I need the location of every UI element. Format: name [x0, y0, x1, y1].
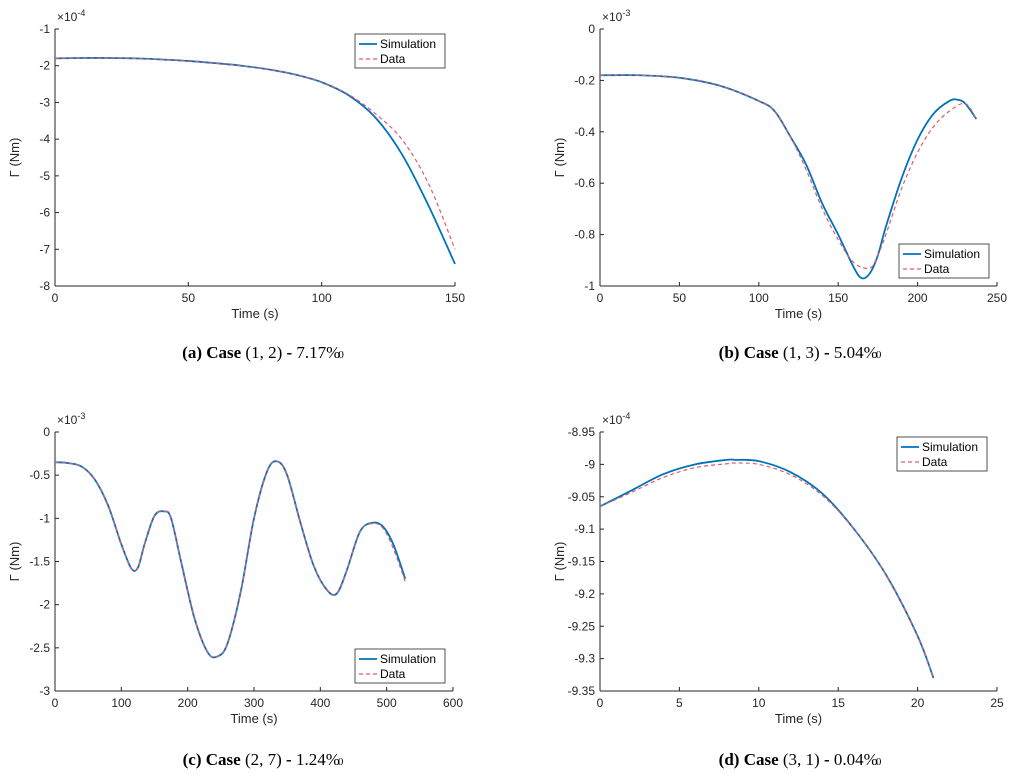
- x-tick-label: 10: [752, 696, 766, 710]
- y-tick-label: -3: [39, 95, 50, 109]
- y-tick-label: -1: [39, 511, 50, 525]
- y-tick-label: -1: [39, 22, 50, 36]
- legend-label-simulation: Simulation: [922, 440, 978, 454]
- y-axis-label: Γ (Nm): [552, 138, 567, 178]
- y-tick-label: -1.5: [29, 555, 50, 569]
- legend-label-data: Data: [924, 262, 950, 276]
- series-line-simulation: [54, 460, 407, 659]
- y-axis-label: Γ (Nm): [7, 138, 22, 178]
- x-axis-label: Time (s): [231, 306, 278, 321]
- axis-exponent: ×10-4: [602, 411, 630, 427]
- x-tick-label: 600: [443, 696, 463, 710]
- series-line-simulation: [599, 458, 935, 679]
- legend-box: [354, 648, 446, 684]
- x-tick-label: 25: [990, 696, 1004, 710]
- chart-panel-d: 0 5 10 15 20 25 -9.35 -9.3 -9.25 -9.2 -9.15 -9.1 -9.…: [552, 411, 1004, 769]
- y-tick-label: -6: [39, 206, 50, 220]
- y-tick-label: -9.2: [574, 587, 595, 601]
- x-tick-label: 200: [908, 291, 928, 305]
- axis-exponent: ×10-3: [57, 411, 85, 427]
- y-tick-label: -9.3: [574, 652, 595, 666]
- y-tick-label: -9.1: [574, 522, 595, 536]
- y-tick-label: -2: [39, 59, 50, 73]
- legend-label-data: Data: [380, 667, 406, 681]
- chart-panel-c: 0 100 200 300 400 500 600 -3 -2.5 -2 -1.5 -1 -0.5 0 ×1…: [7, 411, 463, 769]
- legend-label-simulation: Simulation: [924, 247, 980, 261]
- x-axis-label: Time (s): [230, 711, 277, 726]
- x-tick-label: 0: [52, 696, 59, 710]
- x-tick-label: 100: [749, 291, 769, 305]
- y-tick-label: -2: [39, 598, 50, 612]
- y-tick-label: -7: [39, 242, 50, 256]
- x-tick-label: 0: [52, 291, 59, 305]
- y-tick-label: -3: [39, 684, 50, 698]
- x-tick-label: 50: [673, 291, 687, 305]
- y-tick-label: 0: [588, 22, 595, 36]
- x-tick-label: 300: [244, 696, 264, 710]
- y-tick-label: -9: [584, 457, 595, 471]
- figure-caption: (c) Case (2, 7) - 1.24%0: [183, 750, 344, 769]
- legend-box: [354, 33, 446, 69]
- axis-exponent: ×10-3: [602, 8, 630, 24]
- x-tick-label: 100: [111, 696, 131, 710]
- legend-box: [896, 436, 988, 472]
- y-tick-label: -9.35: [568, 684, 596, 698]
- y-tick-label: -2.5: [29, 641, 50, 655]
- chart-panel-b: 0 50 100 150 200 250 -1 -0.8 -0.6 -0.4 -0.2 0 ×10-3 T…: [552, 8, 1007, 362]
- legend-box: [898, 243, 990, 279]
- x-tick-label: 15: [832, 696, 846, 710]
- x-axis-label: Time (s): [775, 306, 822, 321]
- y-tick-label: -9.25: [568, 619, 596, 633]
- series-line-data: [599, 74, 977, 270]
- y-tick-label: -8.95: [568, 425, 596, 439]
- figure-caption: (a) Case (1, 2) - 7.17%0: [182, 343, 344, 362]
- y-tick-label: 0: [43, 425, 50, 439]
- legend-label-simulation: Simulation: [380, 37, 436, 51]
- x-tick-label: 0: [597, 696, 604, 710]
- legend-label-data: Data: [922, 455, 948, 469]
- legend-label-data: Data: [380, 52, 406, 66]
- x-tick-label: 5: [676, 696, 683, 710]
- y-tick-label: -0.5: [29, 468, 50, 482]
- y-tick-label: -8: [39, 279, 50, 293]
- x-tick-label: 100: [312, 291, 332, 305]
- legend-label-simulation: Simulation: [380, 652, 436, 666]
- x-tick-label: 150: [445, 291, 465, 305]
- figure-caption: (b) Case (1, 3) - 5.04%0: [719, 343, 882, 362]
- x-tick-label: 400: [310, 696, 330, 710]
- y-tick-label: -9.15: [568, 555, 596, 569]
- x-tick-label: 20: [911, 696, 925, 710]
- y-tick-label: -0.6: [574, 176, 595, 190]
- series-line-simulation: [54, 57, 456, 265]
- y-tick-label: -4: [39, 132, 50, 146]
- chart-panel-a: 0 50 100 150 -8 -7 -6 -5 -4 -3 -2 -1 ×10-4 Time (s) Γ …: [7, 8, 465, 362]
- x-axis-label: Time (s): [775, 711, 822, 726]
- y-tick-label: -9.05: [568, 490, 596, 504]
- y-axis-label: Γ (Nm): [552, 542, 567, 582]
- y-tick-label: -0.2: [574, 73, 595, 87]
- y-axis-label: Γ (Nm): [7, 542, 22, 582]
- y-tick-label: -5: [39, 169, 50, 183]
- x-tick-label: 250: [987, 291, 1007, 305]
- series-line-data: [54, 57, 456, 250]
- x-tick-label: 200: [178, 696, 198, 710]
- series-line-data: [54, 460, 406, 659]
- figure-caption: (d) Case (3, 1) - 0.04%0: [719, 750, 882, 769]
- x-tick-label: 500: [377, 696, 397, 710]
- y-tick-label: -0.8: [574, 228, 595, 242]
- y-tick-label: -1: [584, 279, 595, 293]
- x-tick-label: 0: [597, 291, 604, 305]
- y-tick-label: -0.4: [574, 125, 595, 139]
- axis-exponent: ×10-4: [57, 8, 85, 24]
- x-tick-label: 50: [182, 291, 196, 305]
- x-tick-label: 150: [828, 291, 848, 305]
